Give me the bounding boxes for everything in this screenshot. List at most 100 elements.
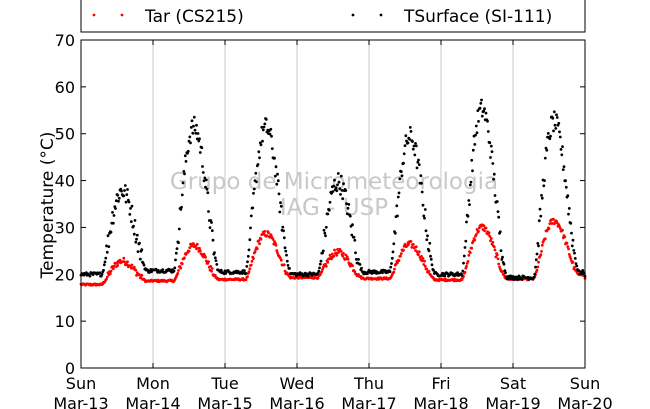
tar-point — [176, 272, 180, 275]
tsurface-point — [497, 215, 501, 219]
tar-point — [468, 251, 472, 255]
tsurface-point — [393, 231, 397, 235]
tar-point — [271, 237, 275, 241]
y-tick-label: 50 — [55, 125, 75, 144]
tsurface-point — [264, 118, 268, 121]
tar-point — [357, 273, 360, 276]
tsurface-point — [328, 200, 332, 204]
tar-point — [409, 240, 413, 243]
tsurface-point — [483, 107, 486, 111]
tsurface-point — [339, 174, 343, 178]
tar-point — [422, 263, 426, 266]
tsurface-point — [224, 272, 228, 275]
tsurface-point — [327, 208, 331, 212]
tsurface-point — [286, 264, 290, 267]
tsurface-point — [413, 153, 417, 157]
tsurface-point — [473, 143, 477, 146]
tar-point — [420, 259, 424, 263]
tsurface-point — [105, 250, 109, 254]
tar-point — [320, 270, 324, 274]
tsurface-point — [128, 213, 132, 216]
tar-point — [210, 267, 214, 270]
tar-point — [489, 239, 492, 243]
tsurface-point — [273, 174, 277, 178]
tsurface-point — [177, 241, 180, 245]
tsurface-point — [474, 133, 477, 137]
tsurface-point — [443, 274, 447, 278]
tar-point — [571, 260, 575, 264]
tsurface-point — [268, 132, 272, 136]
tar-point — [282, 263, 286, 267]
tsurface-point — [333, 178, 336, 182]
tsurface-point — [196, 132, 200, 135]
tsurface-point — [208, 226, 212, 230]
tar-point — [195, 242, 199, 246]
tsurface-point — [194, 131, 198, 135]
tsurface-point — [191, 131, 195, 135]
tsurface-point — [213, 251, 216, 255]
tsurface-point — [189, 141, 192, 145]
tsurface-point — [566, 194, 570, 198]
tsurface-point — [557, 121, 561, 125]
tsurface-point — [392, 242, 396, 246]
legend: Tar (CS215) TSurface (SI-111) — [80, 0, 586, 33]
tsurface-point — [130, 204, 134, 208]
tar-point — [105, 275, 109, 279]
tsurface-point — [135, 237, 138, 241]
tsurface-point — [427, 249, 431, 253]
tar-point — [491, 240, 495, 244]
tsurface-point — [181, 181, 185, 185]
tsurface-point — [140, 248, 144, 252]
tar-point — [540, 250, 543, 253]
tar-point — [403, 242, 407, 246]
tsurface-point — [540, 194, 543, 197]
tar-point — [204, 259, 208, 263]
tsurface-point — [352, 235, 356, 239]
tsurface-point — [558, 135, 562, 139]
tsurface-point — [114, 199, 118, 203]
tsurface-point — [420, 190, 424, 194]
tsurface-point — [339, 193, 342, 196]
tar-point — [552, 217, 555, 221]
tsurface-point — [354, 257, 358, 261]
tar-point — [332, 254, 336, 258]
tsurface-point — [469, 180, 473, 184]
tsurface-point — [246, 254, 250, 258]
tsurface-point — [132, 224, 135, 228]
tar-point — [134, 268, 138, 272]
tar-point — [425, 267, 429, 271]
tar-point — [259, 237, 263, 241]
tar-point — [190, 244, 194, 248]
tar-point — [250, 259, 254, 263]
tsurface-point — [201, 165, 204, 168]
tar-point — [420, 255, 423, 258]
tsurface-point — [195, 137, 199, 141]
tsurface-point — [548, 137, 552, 141]
tsurface-point — [243, 269, 246, 272]
tsurface-point — [398, 177, 402, 181]
tsurface-point — [467, 199, 471, 202]
tar-point — [569, 257, 573, 260]
tsurface-point — [400, 174, 404, 178]
tsurface-point — [135, 233, 139, 237]
tar-point — [345, 255, 349, 259]
tar-point — [498, 265, 501, 269]
tsurface-point — [183, 154, 187, 158]
x-tick-label-date: Mar-17 — [341, 394, 396, 409]
tar-point — [109, 269, 113, 273]
tsurface-point — [332, 184, 336, 188]
tsurface-point — [406, 141, 410, 145]
tar-point — [140, 273, 144, 277]
tar-point — [423, 259, 426, 263]
tsurface-point — [252, 187, 256, 191]
tsurface-point — [175, 247, 179, 251]
tsurface-point — [219, 268, 223, 272]
legend-label-tar: Tar (CS215) — [144, 7, 244, 27]
tsurface-point — [340, 189, 344, 192]
tsurface-point — [429, 254, 432, 258]
tsurface-point — [204, 185, 207, 189]
tsurface-point — [575, 264, 579, 268]
tsurface-point — [336, 183, 339, 187]
tsurface-point — [335, 189, 339, 193]
tsurface-point — [461, 269, 465, 273]
